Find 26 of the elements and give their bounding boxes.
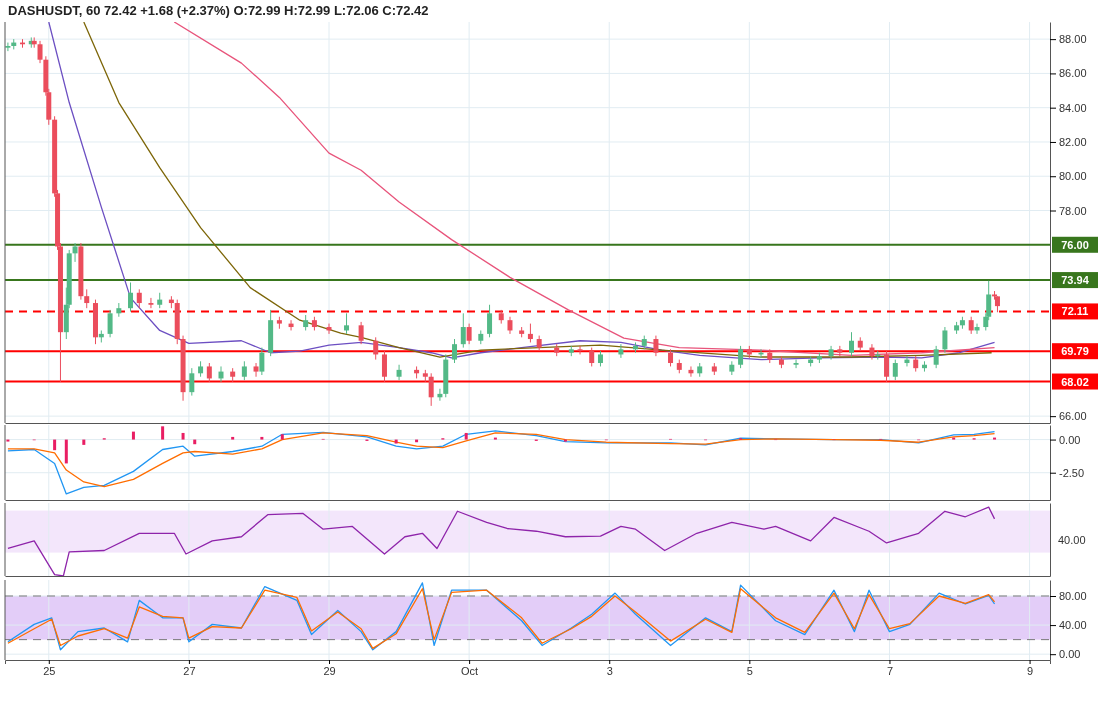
y-tick-label: 80.00 xyxy=(1059,170,1087,183)
chart-title: DASHUSDT, 60 72.42 +1.68 (+2.37%) O:72.99 H:72.99 L:72.06 C:72.42 xyxy=(8,3,429,18)
y-tick-label: 88.00 xyxy=(1059,33,1087,46)
x-tick-label: 7 xyxy=(886,664,894,677)
x-tick-label: 3 xyxy=(606,664,613,677)
x-tick-label: Oct xyxy=(461,664,479,677)
y-tick-label: 78.00 xyxy=(1059,204,1087,217)
y-tick-label: 0.00 xyxy=(1059,648,1081,661)
x-tick-label: 25 xyxy=(43,664,56,677)
y-tick-label: 40.00 xyxy=(1059,619,1087,632)
y-tick-label: 86.00 xyxy=(1059,67,1087,80)
y-tick-label: -2.50 xyxy=(1059,466,1085,479)
x-tick-label: 5 xyxy=(746,664,753,677)
ref-line-label: 76.00 xyxy=(1061,238,1089,251)
y-tick-label: 66.00 xyxy=(1059,410,1087,423)
y-tick-label: 82.00 xyxy=(1059,135,1087,148)
ref-line-label: 72.11 xyxy=(1061,305,1089,318)
ref-line-label: 68.02 xyxy=(1061,375,1089,388)
y-tick-label: 80.00 xyxy=(1059,590,1087,603)
ref-line-label: 73.94 xyxy=(1061,274,1090,287)
x-tick-label: 9 xyxy=(1027,664,1034,677)
x-tick-label: 29 xyxy=(323,664,336,677)
y-tick-label: 0.00 xyxy=(1059,433,1081,446)
ref-line-label: 69.79 xyxy=(1061,345,1089,358)
y-tick-label: 84.00 xyxy=(1059,101,1087,114)
x-tick-label: 27 xyxy=(183,664,196,677)
